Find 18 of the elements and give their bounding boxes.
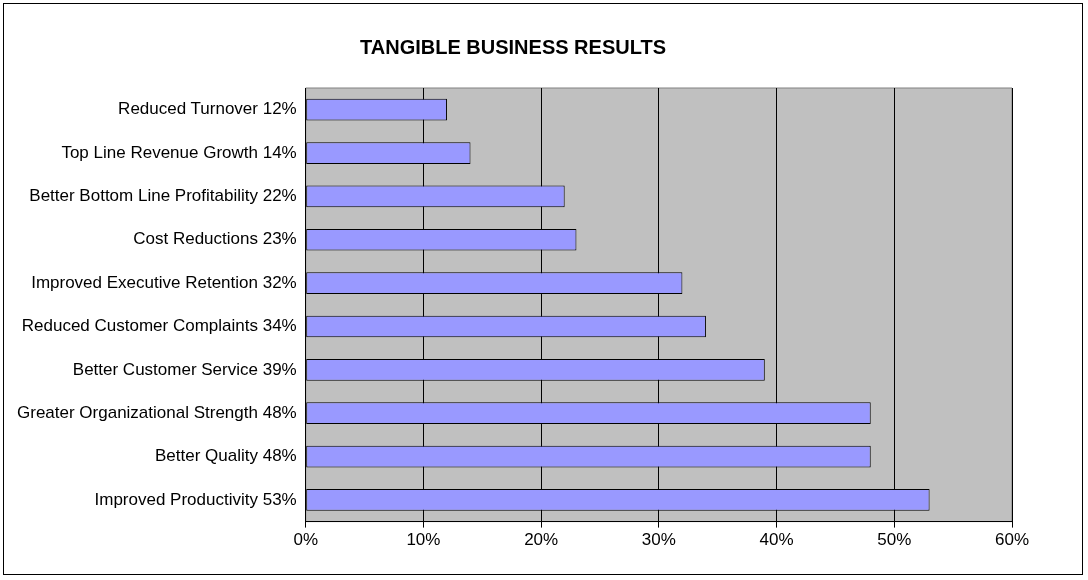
x-tick-label: 60% [994, 530, 1030, 550]
y-tick-label: Reduced Turnover 12% [118, 99, 297, 119]
y-tick-label: Better Bottom Line Profitability 22% [29, 186, 297, 206]
x-tick-label: 10% [406, 530, 441, 550]
y-tick-label: Better Quality 48% [154, 446, 297, 466]
y-tick-label: Better Customer Service 39% [72, 359, 297, 379]
y-tick-label: Greater Organizational Strength 48% [16, 402, 297, 422]
x-tick-label: 30% [641, 530, 676, 550]
chart-title: TANGIBLE BUSINESS RESULTS [360, 35, 666, 58]
y-tick-label: Improved Productivity 53% [94, 489, 297, 509]
y-tick-label: Reduced Customer Complaints 34% [21, 316, 297, 336]
x-tick-label: 0% [293, 530, 318, 550]
x-tick-label: 20% [524, 530, 559, 550]
y-tick-label: Improved Executive Retention 32% [31, 272, 297, 292]
y-tick-label: Cost Reductions 23% [133, 229, 297, 249]
x-tick-label: 50% [877, 530, 912, 550]
x-tick-label: 40% [759, 530, 794, 550]
y-tick-label: Top Line Revenue Growth 14% [61, 142, 297, 162]
